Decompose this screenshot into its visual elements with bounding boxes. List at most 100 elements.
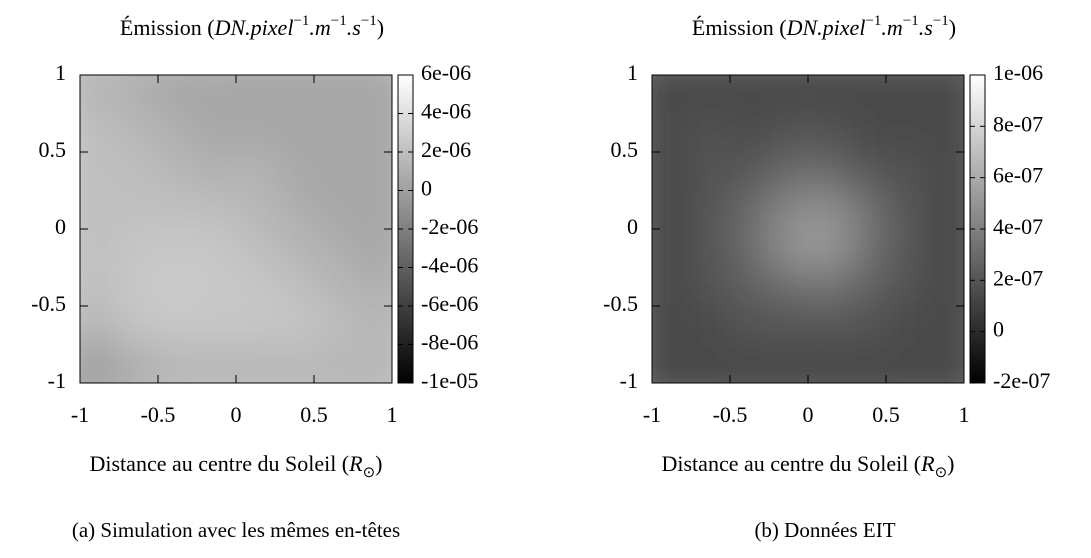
heatmap-cell [314,152,354,192]
heatmap-cell [80,344,120,383]
heatmap-cell [119,75,159,115]
heatmap-cell [808,75,848,115]
heatmap-cell [80,113,120,153]
x-tick-label: 0.5 [872,402,900,427]
chart-title-part: −1 [933,13,949,29]
heatmap-cell [80,152,120,192]
heatmap-cell [119,306,159,346]
heatmap-cell [652,190,692,230]
heatmap-cell [197,229,237,269]
y-tick-label: 0 [627,214,638,239]
heatmap-cell [652,344,692,383]
x-axis-label-part: ⊙ [935,465,948,481]
heatmap-cell [236,113,276,153]
heatmap-cell [886,190,926,230]
heatmap-cell [691,190,731,230]
chart-title-part: .s [347,15,361,40]
heatmap-cell [925,344,964,383]
heatmap-cell [314,344,354,383]
heatmap-cell [275,267,315,307]
heatmap-cell [730,267,770,307]
chart: Émission (DN.pixel−1.m−1.s−1)-1 -0.5 0 0.5 1… [31,13,478,541]
colorbar-tick-label: 2e-07 [993,265,1043,290]
heatmap-cell [769,152,809,192]
y-tick-label: 0 [55,214,66,239]
chart-title-part: ) [377,15,384,40]
heatmap-cell [847,113,887,153]
chart-title-part: −1 [903,13,919,29]
heatmap-cell [652,75,692,115]
heatmap-cell [847,190,887,230]
heatmap-cell [314,75,354,115]
heatmap-cell [847,75,887,115]
chart-title: Émission (DN.pixel−1.m−1.s−1) [692,13,956,40]
heatmap-cell [275,229,315,269]
heatmap-cell [652,306,692,346]
heatmap-cell [353,267,392,307]
heatmap-cell [275,190,315,230]
heatmap-cells [652,75,964,383]
heatmap-cell [886,267,926,307]
heatmap-cell [691,306,731,346]
heatmap-cell [925,306,964,346]
heatmap-cell [197,306,237,346]
heatmap-cell [236,267,276,307]
heatmap-cell [236,75,276,115]
heatmap-cell [353,306,392,346]
heatmap-cell [197,152,237,192]
heatmap-cell [847,344,887,383]
heatmap-cell [275,152,315,192]
colorbar-tick-label: -4e-06 [421,253,478,278]
x-axis-label-part: R [348,451,363,476]
x-axis-label-part: ) [375,451,382,476]
heatmap-cell [730,229,770,269]
x-tick-label: -0.5 [141,402,176,427]
heatmap-cell [769,190,809,230]
heatmap-cell [197,344,237,383]
heatmap-cell [314,267,354,307]
heatmap-cell [119,190,159,230]
heatmap-cell [236,344,276,383]
heatmap-cell [691,229,731,269]
x-tick-label: 0.5 [300,402,328,427]
heatmap-cell [80,229,120,269]
heatmap-cell [314,229,354,269]
x-axis-label: Distance au centre du Soleil (R⊙) [662,451,955,481]
heatmap [80,75,392,383]
colorbar-tick-label: 6e-07 [993,163,1043,188]
chart: Émission (DN.pixel−1.m−1.s−1)-1 -0.5 0 0.5 1… [603,13,1050,541]
heatmap-cell [197,75,237,115]
x-tick-label: 1 [387,402,398,427]
heatmap-cell [652,267,692,307]
x-axis-label-part: Distance au centre du Soleil ( [662,451,922,476]
heatmap-cell [925,190,964,230]
heatmap-cell [886,229,926,269]
heatmap-cell [730,75,770,115]
chart-title-part: Émission ( [692,15,787,40]
heatmap-cell [925,152,964,192]
y-tick-label: 1 [627,60,638,85]
x-axis-label-part: R [920,451,935,476]
heatmap-cell [808,229,848,269]
x-tick-label: 1 [959,402,970,427]
x-tick-label: -0.5 [713,402,748,427]
heatmap-cell [769,229,809,269]
heatmap-cell [808,267,848,307]
heatmap-cell [808,344,848,383]
heatmap-cell [808,190,848,230]
y-tick-label: 1 [55,60,66,85]
chart-title-part: .m [881,15,902,40]
heatmap-cell [158,229,198,269]
x-tick-label: 0 [803,402,814,427]
heatmap-cell [236,229,276,269]
heatmap-cell [275,306,315,346]
heatmap-cell [236,190,276,230]
colorbar-tick-label: -2e-07 [993,368,1050,393]
heatmap-cell [730,152,770,192]
heatmap-cell [769,75,809,115]
heatmap-cell [769,113,809,153]
heatmap-cell [80,306,120,346]
x-axis-label-part: ) [947,451,954,476]
colorbar-tick-label: -8e-06 [421,330,478,355]
heatmap-cell [847,152,887,192]
